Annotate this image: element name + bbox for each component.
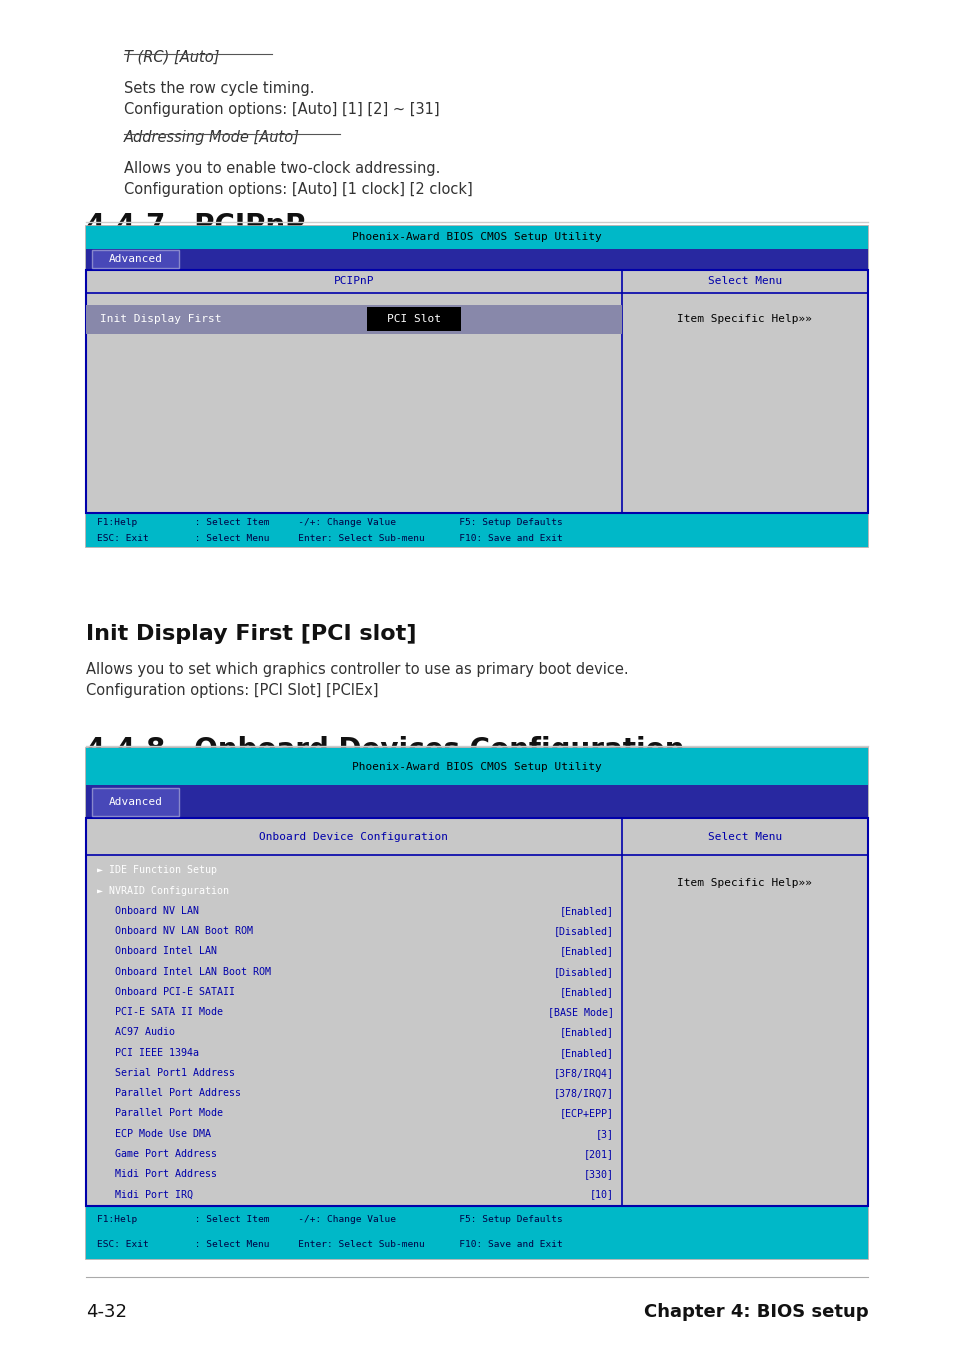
Text: [3F8/IRQ4]: [3F8/IRQ4] xyxy=(554,1067,614,1078)
Text: Onboard Intel LAN Boot ROM: Onboard Intel LAN Boot ROM xyxy=(97,966,271,977)
Text: T (RC) [Auto]: T (RC) [Auto] xyxy=(124,50,219,65)
Text: Item Specific Help»»: Item Specific Help»» xyxy=(677,315,812,324)
Text: [Enabled]: [Enabled] xyxy=(559,986,614,997)
Text: [Enabled]: [Enabled] xyxy=(559,907,614,916)
Text: [10]: [10] xyxy=(590,1189,614,1200)
Text: [Enabled]: [Enabled] xyxy=(559,1047,614,1058)
Text: Advanced: Advanced xyxy=(109,797,162,807)
Text: Sets the row cycle timing.
Configuration options: [Auto] [1] [2] ~ [31]: Sets the row cycle timing. Configuration… xyxy=(124,81,439,118)
Text: Allows you to enable two-clock addressing.
Configuration options: [Auto] [1 cloc: Allows you to enable two-clock addressin… xyxy=(124,161,473,197)
Text: Init Display First [PCI slot]: Init Display First [PCI slot] xyxy=(86,624,416,644)
Text: Advanced: Advanced xyxy=(109,254,162,265)
FancyBboxPatch shape xyxy=(91,788,179,816)
FancyBboxPatch shape xyxy=(86,249,867,270)
Text: ► IDE Function Setup: ► IDE Function Setup xyxy=(97,866,217,875)
FancyBboxPatch shape xyxy=(86,226,867,249)
Text: [330]: [330] xyxy=(583,1169,614,1179)
Text: [BASE Mode]: [BASE Mode] xyxy=(548,1006,614,1017)
Text: F1:Help          : Select Item     -/+: Change Value           F5: Setup Default: F1:Help : Select Item -/+: Change Value … xyxy=(97,1216,562,1224)
FancyBboxPatch shape xyxy=(86,513,867,547)
Text: 4-32: 4-32 xyxy=(86,1304,127,1321)
Text: 4.4.7   PCIPnP: 4.4.7 PCIPnP xyxy=(86,212,305,240)
Text: [378/IRQ7]: [378/IRQ7] xyxy=(554,1088,614,1098)
FancyBboxPatch shape xyxy=(91,250,179,267)
Text: Parallel Port Address: Parallel Port Address xyxy=(97,1088,241,1098)
Text: Select Menu: Select Menu xyxy=(707,832,781,842)
Text: [Enabled]: [Enabled] xyxy=(559,1027,614,1038)
Text: [Disabled]: [Disabled] xyxy=(554,927,614,936)
Text: AC97 Audio: AC97 Audio xyxy=(97,1027,175,1038)
Text: Game Port Address: Game Port Address xyxy=(97,1148,217,1159)
Text: Parallel Port Mode: Parallel Port Mode xyxy=(97,1108,223,1119)
Text: Item Specific Help»»: Item Specific Help»» xyxy=(677,878,812,888)
Text: PCI IEEE 1394a: PCI IEEE 1394a xyxy=(97,1047,199,1058)
FancyBboxPatch shape xyxy=(86,1205,867,1259)
Text: [3]: [3] xyxy=(596,1128,614,1139)
Text: Onboard NV LAN Boot ROM: Onboard NV LAN Boot ROM xyxy=(97,927,253,936)
FancyBboxPatch shape xyxy=(86,226,867,547)
Text: [Enabled]: [Enabled] xyxy=(559,947,614,957)
Text: ESC: Exit        : Select Menu     Enter: Select Sub-menu      F10: Save and Exi: ESC: Exit : Select Menu Enter: Select Su… xyxy=(97,534,562,543)
Text: Chapter 4: BIOS setup: Chapter 4: BIOS setup xyxy=(643,1304,867,1321)
FancyBboxPatch shape xyxy=(86,748,867,785)
Text: Midi Port IRQ: Midi Port IRQ xyxy=(97,1189,193,1200)
Text: F1:Help          : Select Item     -/+: Change Value           F5: Setup Default: F1:Help : Select Item -/+: Change Value … xyxy=(97,517,562,527)
Text: ► NVRAID Configuration: ► NVRAID Configuration xyxy=(97,886,229,896)
Text: Onboard NV LAN: Onboard NV LAN xyxy=(97,907,199,916)
FancyBboxPatch shape xyxy=(86,270,867,513)
FancyBboxPatch shape xyxy=(86,305,621,334)
Text: Onboard Intel LAN: Onboard Intel LAN xyxy=(97,947,217,957)
Text: ECP Mode Use DMA: ECP Mode Use DMA xyxy=(97,1128,211,1139)
Text: ESC: Exit        : Select Menu     Enter: Select Sub-menu      F10: Save and Exi: ESC: Exit : Select Menu Enter: Select Su… xyxy=(97,1240,562,1250)
FancyBboxPatch shape xyxy=(86,819,867,1205)
Text: Addressing Mode [Auto]: Addressing Mode [Auto] xyxy=(124,130,299,145)
FancyBboxPatch shape xyxy=(367,307,460,331)
Text: [ECP+EPP]: [ECP+EPP] xyxy=(559,1108,614,1119)
Text: Select Menu: Select Menu xyxy=(707,276,781,286)
Text: [201]: [201] xyxy=(583,1148,614,1159)
Text: PCI-E SATA II Mode: PCI-E SATA II Mode xyxy=(97,1006,223,1017)
Text: 4.4.8   Onboard Devices Configuration: 4.4.8 Onboard Devices Configuration xyxy=(86,736,683,765)
Text: Onboard Device Configuration: Onboard Device Configuration xyxy=(259,832,448,842)
Text: PCI Slot: PCI Slot xyxy=(387,315,441,324)
Text: PCIPnP: PCIPnP xyxy=(334,276,374,286)
Text: Serial Port1 Address: Serial Port1 Address xyxy=(97,1067,235,1078)
FancyBboxPatch shape xyxy=(86,785,867,819)
Text: Phoenix-Award BIOS CMOS Setup Utility: Phoenix-Award BIOS CMOS Setup Utility xyxy=(352,762,601,771)
Text: Init Display First: Init Display First xyxy=(100,315,221,324)
Text: Phoenix-Award BIOS CMOS Setup Utility: Phoenix-Award BIOS CMOS Setup Utility xyxy=(352,232,601,242)
FancyBboxPatch shape xyxy=(86,748,867,1259)
Text: Midi Port Address: Midi Port Address xyxy=(97,1169,217,1179)
Text: Allows you to set which graphics controller to use as primary boot device.
Confi: Allows you to set which graphics control… xyxy=(86,662,628,698)
Text: Onboard PCI-E SATAII: Onboard PCI-E SATAII xyxy=(97,986,235,997)
Text: [Disabled]: [Disabled] xyxy=(554,966,614,977)
